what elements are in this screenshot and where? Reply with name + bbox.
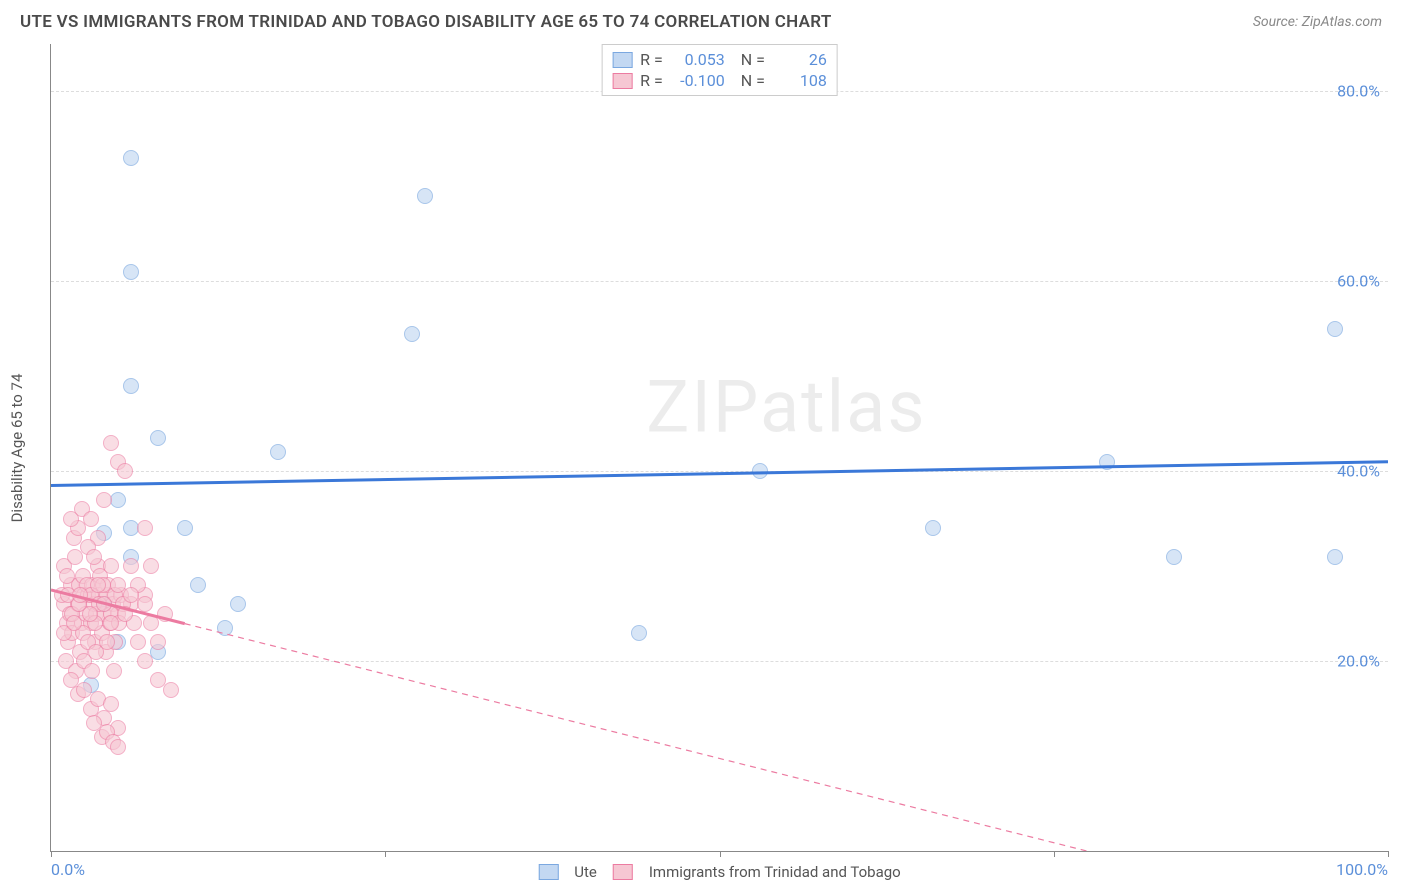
points-layer (51, 44, 1388, 851)
data-point (1166, 549, 1182, 565)
legend-n-label: N = (733, 71, 765, 90)
swatch-immigrants (612, 73, 632, 89)
data-point (157, 606, 173, 622)
x-tick (385, 851, 386, 857)
swatch-ute (538, 864, 558, 880)
data-point (631, 625, 647, 641)
legend-series: Ute Immigrants from Trinidad and Tobago (538, 863, 900, 881)
data-point (752, 463, 768, 479)
legend-n-immigrants: 108 (773, 71, 827, 90)
data-point (103, 558, 119, 574)
data-point (123, 587, 139, 603)
data-point (163, 682, 179, 698)
y-axis-label: Disability Age 65 to 74 (8, 373, 26, 522)
source-attribution: Source: ZipAtlas.com (1253, 14, 1382, 30)
swatch-immigrants (613, 864, 633, 880)
data-point (404, 326, 420, 342)
x-tick (51, 851, 52, 857)
data-point (59, 568, 75, 584)
legend-label-immigrants: Immigrants from Trinidad and Tobago (649, 863, 901, 881)
legend-label-ute: Ute (574, 863, 597, 881)
data-point (86, 549, 102, 565)
data-point (117, 606, 133, 622)
data-point (123, 150, 139, 166)
data-point (88, 644, 104, 660)
data-point (1327, 549, 1343, 565)
x-tick (720, 851, 721, 857)
data-point (90, 577, 106, 593)
data-point (96, 492, 112, 508)
data-point (270, 444, 286, 460)
data-point (137, 520, 153, 536)
data-point (217, 620, 233, 636)
data-point (103, 696, 119, 712)
data-point (143, 558, 159, 574)
legend-r-label: R = (640, 50, 663, 69)
data-point (66, 615, 82, 631)
data-point (137, 596, 153, 612)
data-point (230, 596, 246, 612)
x-tick-label: 100.0% (1336, 860, 1388, 879)
data-point (1099, 454, 1115, 470)
x-tick (1054, 851, 1055, 857)
legend-r-immigrants: -0.100 (671, 71, 725, 90)
legend-row-ute: R = 0.053 N = 26 (612, 49, 827, 70)
data-point (117, 463, 133, 479)
data-point (83, 511, 99, 527)
data-point (925, 520, 941, 536)
legend-n-ute: 26 (773, 50, 827, 69)
swatch-ute (612, 52, 632, 68)
data-point (417, 188, 433, 204)
data-point (190, 577, 206, 593)
chart-title: UTE VS IMMIGRANTS FROM TRINIDAD AND TOBA… (20, 12, 832, 32)
plot-area: ZIPatlas Disability Age 65 to 74 R = 0.0… (50, 44, 1388, 852)
legend-r-label: R = (640, 71, 663, 90)
title-bar: UTE VS IMMIGRANTS FROM TRINIDAD AND TOBA… (0, 0, 1406, 36)
data-point (137, 653, 153, 669)
data-point (63, 511, 79, 527)
data-point (123, 264, 139, 280)
data-point (177, 520, 193, 536)
data-point (150, 634, 166, 650)
data-point (96, 596, 112, 612)
data-point (110, 739, 126, 755)
legend-row-immigrants: R = -0.100 N = 108 (612, 70, 827, 91)
legend-r-ute: 0.053 (671, 50, 725, 69)
x-tick-label: 0.0% (51, 860, 85, 879)
data-point (130, 634, 146, 650)
data-point (103, 435, 119, 451)
data-point (150, 430, 166, 446)
data-point (106, 663, 122, 679)
x-tick (1388, 851, 1389, 857)
chart-container: ZIPatlas Disability Age 65 to 74 R = 0.0… (50, 44, 1388, 852)
data-point (72, 587, 88, 603)
data-point (82, 606, 98, 622)
legend-n-label: N = (733, 50, 765, 69)
data-point (123, 378, 139, 394)
data-point (1327, 321, 1343, 337)
data-point (123, 558, 139, 574)
data-point (84, 663, 100, 679)
legend-stats: R = 0.053 N = 26 R = -0.100 N = 108 (601, 44, 838, 96)
